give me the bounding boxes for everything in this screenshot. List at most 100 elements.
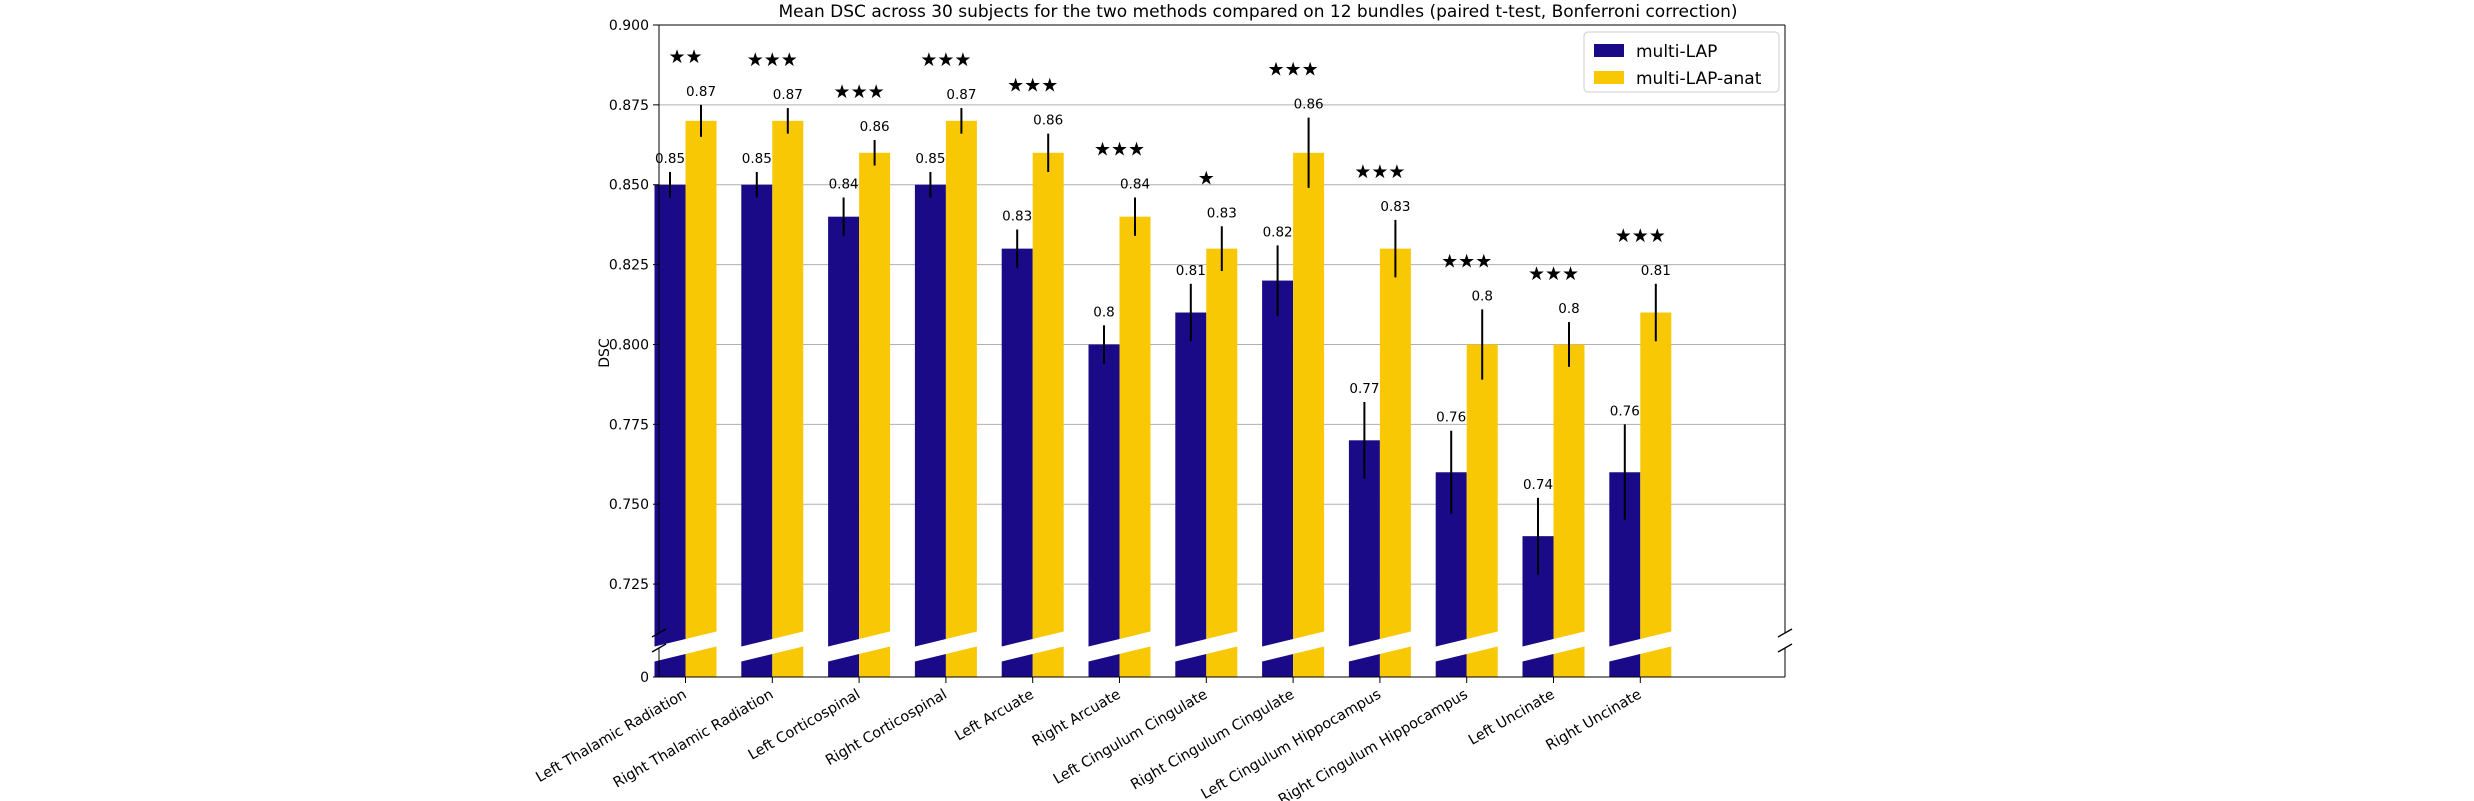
bar-multi-lap	[1348, 440, 1380, 677]
break-mark	[651, 628, 667, 638]
significance-marker: ★★★	[1354, 161, 1405, 183]
break-gap	[652, 631, 719, 662]
bar-multi-lap-anat	[1553, 344, 1585, 677]
significance-marker: ★★★	[1615, 225, 1666, 247]
bar-multi-lap	[654, 184, 686, 677]
legend: multi-LAP multi-LAP-anat	[1583, 31, 1780, 93]
significance-marker: ★★★	[1441, 250, 1492, 272]
y-tick-label: 0.875	[609, 98, 649, 114]
break-mark	[651, 643, 667, 653]
value-label: 0.83	[1380, 199, 1410, 215]
significance-markers: ★★ ★★★★★★★★★★★★★★★★★★★★★★★★★★★★★★★	[668, 46, 1665, 285]
bar-multi-lap	[1001, 248, 1033, 677]
break-gap	[1520, 631, 1587, 662]
bar-multi-lap	[914, 184, 946, 677]
legend-swatch	[1594, 71, 1624, 84]
value-label: 0.86	[1033, 113, 1063, 129]
break-gap	[739, 631, 806, 662]
legend-swatch	[1594, 44, 1624, 57]
y-tick-label: 0.775	[609, 417, 649, 433]
bar-multi-lap-anat	[1206, 248, 1238, 677]
x-tick-label: Right Thalamic Radiation	[611, 687, 777, 792]
significance-marker: ★★★	[1007, 75, 1058, 97]
bar-multi-lap	[1088, 344, 1120, 677]
break-gap	[826, 631, 893, 662]
value-label: 0.84	[829, 177, 859, 193]
bar-multi-lap	[741, 184, 773, 677]
y-tick-label: 0.750	[609, 497, 649, 513]
value-label: 0.82	[1263, 224, 1293, 240]
x-tick-label: Left Cingulum Cingulate	[1051, 687, 1210, 788]
y-axis-label: DSC	[597, 338, 613, 368]
break-gap	[1086, 631, 1153, 662]
break-gap	[1607, 631, 1674, 662]
value-label: 0.76	[1436, 410, 1466, 426]
legend-label: multi-LAP	[1636, 42, 1717, 62]
break-gap	[1173, 631, 1240, 662]
bar-multi-lap-anat	[945, 120, 977, 677]
chart-title: Mean DSC across 30 subjects for the two …	[778, 2, 1737, 22]
x-tick-label: Right Uncinate	[1543, 687, 1644, 755]
significance-marker: ★★★	[1528, 263, 1579, 285]
value-label: 0.86	[860, 119, 890, 135]
value-label: 0.77	[1349, 381, 1379, 397]
break-gap	[999, 631, 1066, 662]
break-gap	[1433, 631, 1500, 662]
significance-marker: ★★★	[920, 49, 971, 71]
value-label: 0.87	[773, 87, 803, 103]
significance-marker: ★	[1198, 167, 1215, 189]
value-label: 0.87	[686, 84, 716, 100]
value-label: 0.83	[1207, 205, 1237, 221]
bar-multi-lap	[1175, 312, 1207, 677]
bar-multi-lap-anat	[1640, 312, 1672, 677]
significance-marker: ★★★	[1094, 139, 1145, 161]
value-label: 0.76	[1610, 403, 1640, 419]
bar-multi-lap-anat	[1032, 152, 1064, 677]
y-tick-label: 0.850	[609, 178, 649, 194]
value-label: 0.83	[1002, 208, 1032, 224]
value-label: 0.85	[655, 151, 685, 167]
break-mark	[1777, 643, 1793, 653]
bar-multi-lap-anat	[1119, 216, 1151, 677]
value-label: 0.81	[1641, 263, 1671, 279]
value-label: 0.86	[1294, 97, 1324, 113]
x-tick-label: Left Arcuate	[952, 687, 1036, 745]
bar-multi-lap	[1262, 280, 1294, 677]
break-gap	[1260, 631, 1327, 662]
value-label: 0.85	[742, 151, 772, 167]
significance-marker: ★★★	[747, 49, 798, 71]
y-tick-label: 0.900	[609, 18, 649, 34]
bar-multi-lap-anat	[772, 120, 804, 677]
bar-multi-lap-anat	[1379, 248, 1411, 677]
break-gap	[912, 631, 979, 662]
x-tick-label: Left Thalamic Radiation	[533, 687, 689, 786]
y-axis-ticks: 0.725 0.750 0.775 0.800 0.825 0.850 0.875 0.900…	[609, 18, 659, 686]
y-tick-label: 0.800	[609, 337, 649, 353]
significance-marker: ★★★	[834, 81, 885, 103]
value-label: 0.81	[1176, 263, 1206, 279]
y-tick-label-zero: 0	[640, 670, 649, 686]
significance-marker: ★★★	[1268, 59, 1319, 81]
x-tick-label: Right Cingulum Cingulate	[1128, 687, 1297, 794]
value-label: 0.8	[1558, 301, 1579, 317]
axis-break	[652, 631, 1674, 662]
bar-multi-lap	[828, 216, 860, 677]
break-mark	[1777, 628, 1793, 638]
value-label: 0.87	[946, 87, 976, 103]
break-gap	[1346, 631, 1413, 662]
value-label: 0.74	[1523, 477, 1553, 493]
y-tick-label: 0.825	[609, 258, 649, 274]
bars	[654, 104, 1672, 677]
y-tick-label: 0.725	[609, 577, 649, 593]
significance-marker: ★★	[668, 46, 702, 68]
value-label: 0.8	[1471, 288, 1492, 304]
value-label: 0.8	[1093, 304, 1114, 320]
bar-multi-lap-anat	[1293, 152, 1325, 677]
legend-box	[1583, 31, 1780, 93]
bar-multi-lap-anat	[685, 120, 717, 677]
bar-multi-lap-anat	[1466, 344, 1498, 677]
bar-multi-lap-anat	[859, 152, 891, 677]
axes	[651, 24, 1793, 678]
value-label: 0.85	[915, 151, 945, 167]
